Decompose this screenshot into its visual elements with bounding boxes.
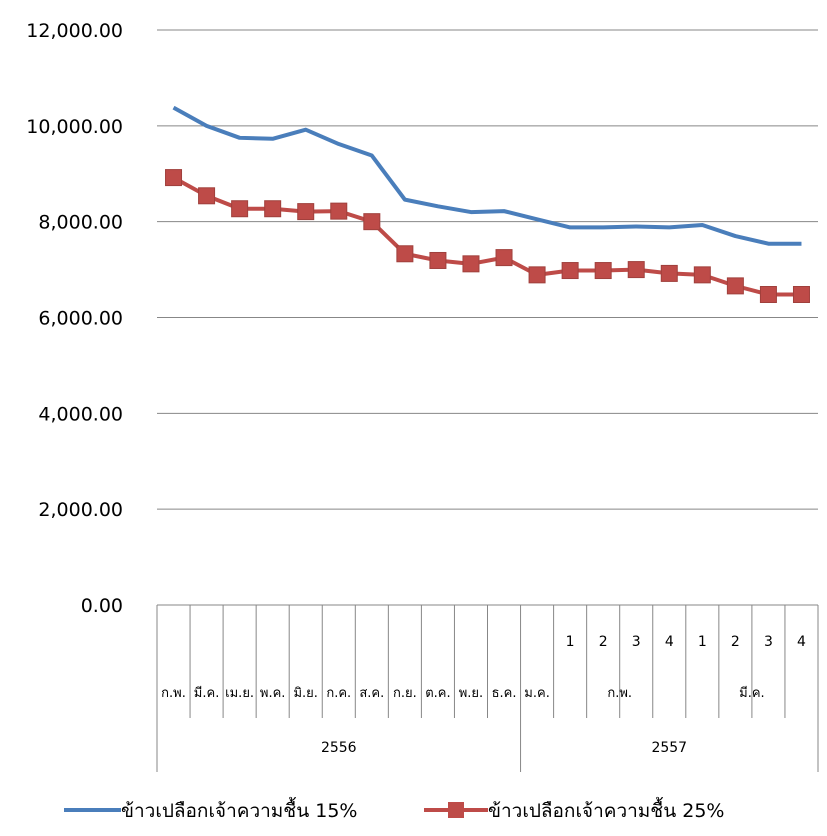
month-label: มี.ค. bbox=[194, 685, 220, 701]
month-label: ก.พ. bbox=[161, 686, 186, 701]
series-line bbox=[172, 105, 802, 246]
x-axis: 1 2 3 4 1 2 3 4 ก.พ. มี.ค. เม.ย. พ.ค. มิ.ย. ก.ค. ส.ค. ก… bbox=[156, 604, 819, 772]
week-label: 1 bbox=[566, 634, 575, 650]
legend: ข้าวเปลือกเจ้าความชื้น 15% ข้าวเปลือกเจ้า… bbox=[64, 797, 724, 822]
y-tick-label: 4,000.00 bbox=[38, 403, 123, 425]
legend-marker bbox=[448, 802, 464, 818]
week-label: 1 bbox=[698, 634, 707, 650]
data-point-marker bbox=[561, 262, 579, 280]
legend-label: ข้าวเปลือกเจ้าความชื้น 15% bbox=[121, 797, 357, 822]
y-tick-label: 2,000.00 bbox=[38, 499, 123, 521]
y-tick-label: 6,000.00 bbox=[38, 308, 123, 330]
y-tick-label: 12,000.00 bbox=[26, 20, 123, 42]
data-point-marker bbox=[528, 266, 546, 284]
month-label: มิ.ย. bbox=[293, 686, 317, 701]
data-point-marker bbox=[429, 251, 447, 269]
month-label: ส.ค. bbox=[359, 686, 384, 701]
data-point-marker bbox=[660, 264, 678, 282]
data-point-marker bbox=[726, 277, 744, 295]
month-label: ม.ค. bbox=[524, 686, 550, 701]
year-label: 2557 bbox=[651, 740, 687, 756]
week-label: 3 bbox=[764, 634, 773, 650]
month-label: ต.ค. bbox=[425, 686, 450, 701]
month-label: มี.ค. bbox=[739, 685, 765, 701]
month-label: พ.ย. bbox=[459, 686, 483, 701]
data-point-marker bbox=[231, 200, 249, 218]
y-axis-tick-labels: 0.00 2,000.00 4,000.00 6,000.00 8,000.00 10,0… bbox=[26, 20, 123, 617]
data-point-marker bbox=[693, 266, 711, 284]
month-label: ก.ย. bbox=[393, 686, 417, 701]
data-point-marker bbox=[198, 187, 216, 205]
legend-label: ข้าวเปลือกเจ้าความชื้น 25% bbox=[488, 797, 724, 822]
data-point-marker bbox=[462, 255, 480, 273]
month-label: ก.พ. bbox=[607, 686, 632, 701]
week-label: 4 bbox=[797, 634, 806, 650]
y-tick-label: 8,000.00 bbox=[38, 212, 123, 234]
data-point-marker bbox=[396, 245, 414, 263]
data-point-marker bbox=[594, 262, 612, 280]
data-point-marker bbox=[759, 286, 777, 303]
data-point-marker bbox=[363, 213, 381, 231]
week-label: 3 bbox=[632, 634, 641, 650]
week-label: 2 bbox=[599, 634, 608, 650]
gridlines bbox=[157, 29, 818, 510]
year-label: 2556 bbox=[321, 740, 357, 756]
series-lines bbox=[165, 105, 810, 303]
month-label: เม.ย. bbox=[225, 686, 254, 701]
data-point-marker bbox=[297, 203, 315, 221]
data-point-marker bbox=[165, 169, 183, 187]
y-tick-label: 0.00 bbox=[81, 595, 123, 617]
week-label: 4 bbox=[665, 634, 674, 650]
month-label: พ.ค. bbox=[260, 686, 286, 701]
data-point-marker bbox=[627, 261, 645, 279]
data-point-marker bbox=[495, 249, 513, 267]
week-label: 2 bbox=[731, 634, 740, 650]
data-point-marker bbox=[330, 202, 348, 220]
y-tick-label: 10,000.00 bbox=[26, 116, 123, 138]
data-point-marker bbox=[792, 286, 810, 303]
month-label: ก.ค. bbox=[326, 686, 351, 701]
data-point-marker bbox=[264, 200, 282, 218]
month-label: ธ.ค. bbox=[492, 686, 517, 701]
